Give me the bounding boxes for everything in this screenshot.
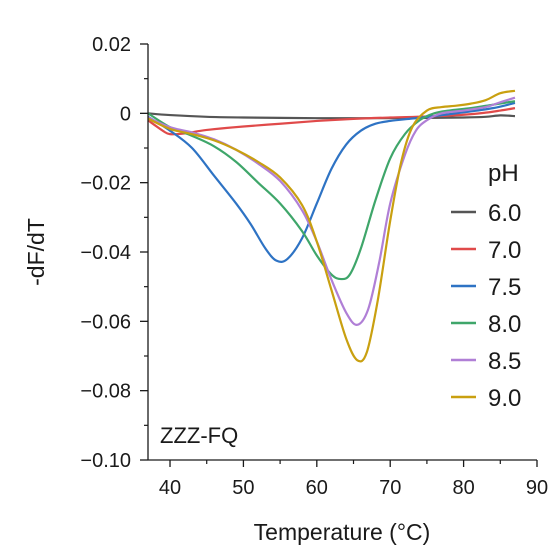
legend-entry-label: 9.0 <box>488 385 521 412</box>
legend: pH 6.0 7.0 7.5 8.0 8.5 9.0 <box>451 160 521 412</box>
series-line-ph-8-0 <box>147 100 516 281</box>
y-tick-label: −0.08 <box>80 381 131 403</box>
x-axis-label: Temperature (°C) <box>254 519 431 545</box>
legend-title: pH <box>488 160 519 187</box>
x-tick-label: 60 <box>306 477 328 499</box>
x-tick-label: 80 <box>452 477 474 499</box>
x-tick-label: 90 <box>526 477 548 499</box>
y-tick-label: −0.02 <box>80 173 131 195</box>
legend-entry-label: 6.0 <box>488 200 521 227</box>
y-axis-label: -dF/dT <box>23 218 49 286</box>
x-ticks: 40 50 60 70 80 90 <box>159 460 548 499</box>
x-tick-label: 70 <box>379 477 401 499</box>
x-tick-label: 50 <box>232 477 254 499</box>
y-tick-label: −0.06 <box>80 311 131 333</box>
legend-entry-label: 8.0 <box>488 311 521 338</box>
legend-entry-label: 8.5 <box>488 348 521 375</box>
legend-entry-label: 7.5 <box>488 274 521 301</box>
y-ticks: 0.02 0 −0.02 −0.04 −0.06 −0.08 −0.10 <box>80 34 148 472</box>
series-layer <box>147 89 516 363</box>
series-line-ph-9-0 <box>147 89 516 363</box>
chart-annotation: ZZZ-FQ <box>160 423 238 448</box>
y-tick-label: −0.10 <box>80 450 131 472</box>
x-tick-label: 40 <box>159 477 181 499</box>
legend-entry-label: 7.0 <box>488 237 521 264</box>
y-tick-label: 0 <box>120 103 131 125</box>
series-line-ph-7-5 <box>147 101 516 263</box>
y-tick-label: −0.04 <box>80 242 131 264</box>
y-tick-label: 0.02 <box>92 34 131 56</box>
